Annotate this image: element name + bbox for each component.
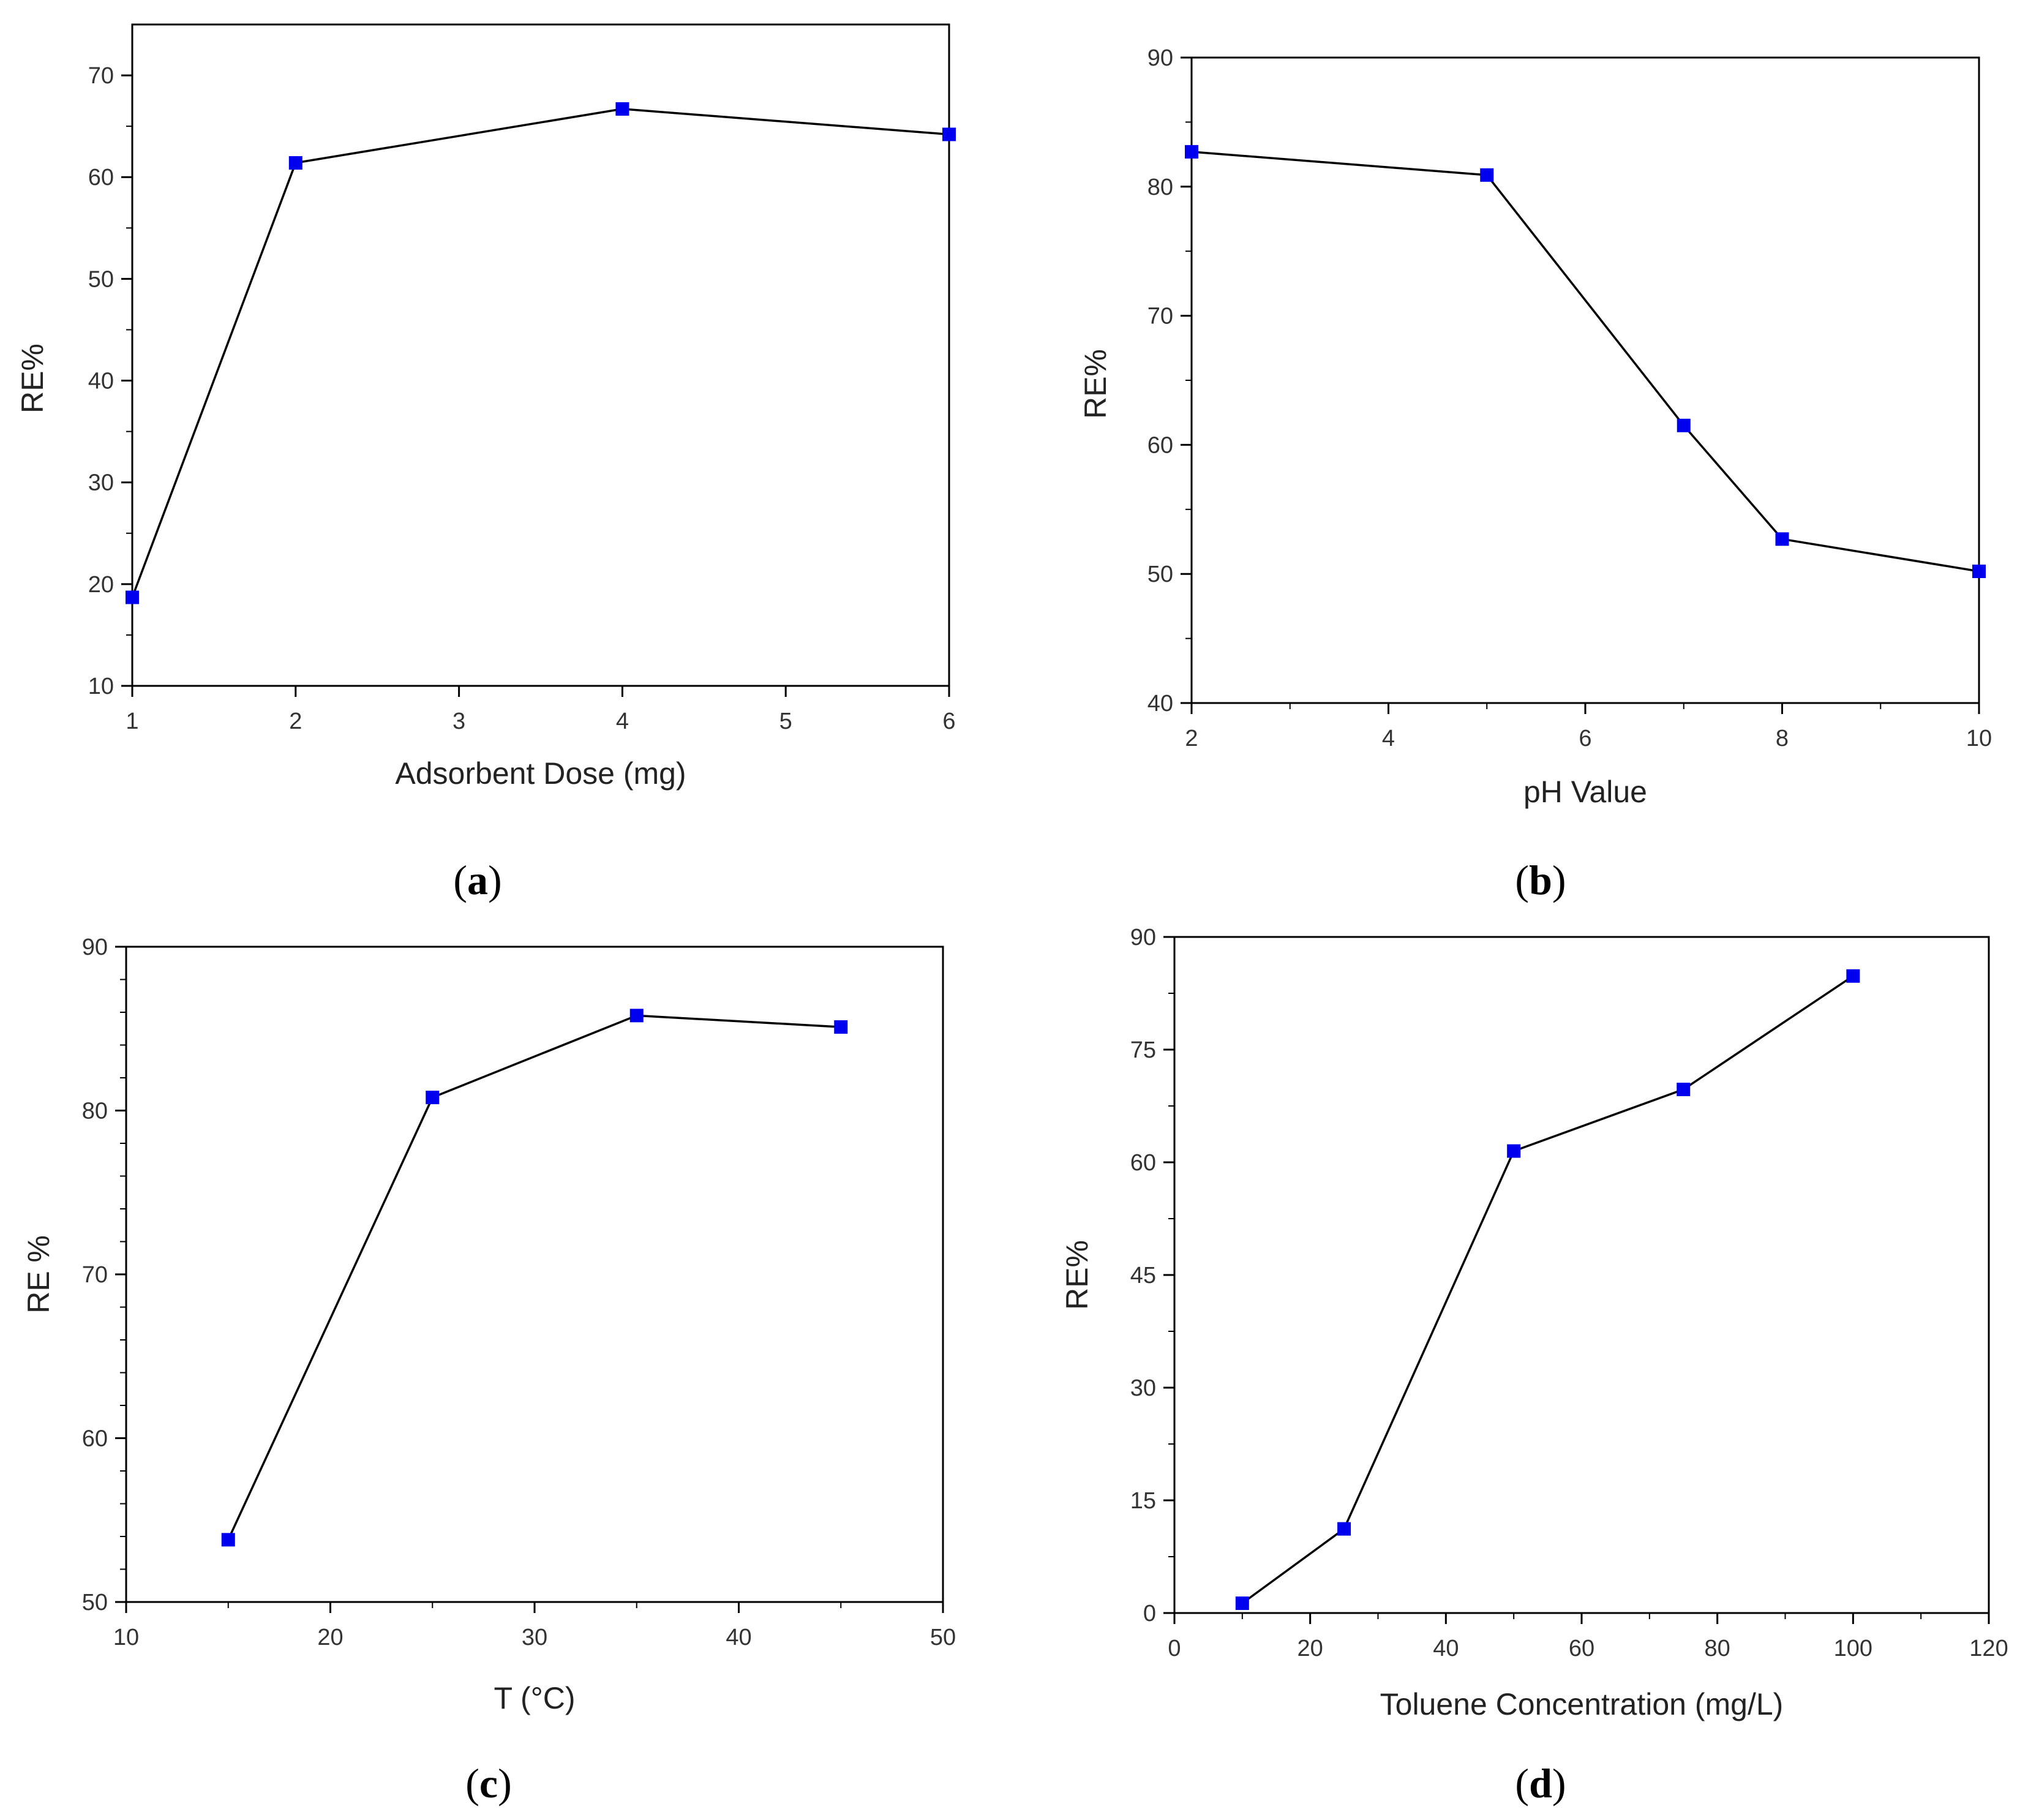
x-tick-label-d: 0 (1168, 1636, 1181, 1661)
y-tick-label-c: 60 (82, 1426, 108, 1452)
y-tick-label-a: 70 (88, 63, 114, 89)
series-line-d (1241, 975, 1854, 1604)
x-tick-label-d: 60 (1569, 1636, 1594, 1661)
data-point-a (126, 590, 139, 604)
series-a (126, 102, 956, 604)
y-tick-label-d: 90 (1130, 925, 1156, 950)
x-tick-label-d: 100 (1834, 1636, 1872, 1661)
y-tick-label-d: 0 (1143, 1601, 1156, 1626)
x-axis-label-a: Adsorbent Dose (mg) (395, 756, 686, 791)
panel-label-c: (c) (465, 1760, 512, 1807)
data-point-b (1677, 418, 1691, 432)
y-tick-label-a: 30 (88, 470, 114, 496)
y-tick-label-b: 90 (1147, 45, 1173, 71)
y-tick-label-d: 30 (1130, 1375, 1156, 1401)
x-axis-label-c: T (°C) (494, 1681, 576, 1715)
x-axis-label-b: pH Value (1523, 775, 1647, 809)
series-c (221, 1009, 848, 1547)
ticks-b: 2 4 6 8 10 40 50 60 70 80 90 (1147, 45, 1992, 751)
panel-d: 0 20 40 60 80 100 120 0 15 30 45 60 75 90 Toluene Con… (1060, 925, 2008, 1807)
panel-a: 1 2 3 4 5 6 10 20 30 40 50 60 70 Adsorbent Dose (mg)… (15, 23, 956, 903)
data-point-d (1337, 1522, 1351, 1536)
x-tick-label-a: 6 (942, 709, 955, 734)
y-tick-label-c: 70 (82, 1262, 108, 1288)
y-tick-label-c: 50 (82, 1590, 108, 1615)
data-point-c (221, 1533, 235, 1547)
data-point-d (1507, 1144, 1521, 1158)
series-b (1185, 145, 1986, 578)
y-tick-label-a: 40 (88, 369, 114, 394)
y-tick-label-b: 50 (1147, 562, 1173, 587)
x-tick-label-d: 20 (1298, 1636, 1323, 1661)
plot-frame-c (125, 946, 944, 1603)
ticks-c: 10 20 30 40 50 50 60 70 80 90 (82, 934, 956, 1650)
y-tick-label-b: 60 (1147, 432, 1173, 458)
y-tick-label-d: 60 (1130, 1150, 1156, 1176)
ticks-d: 0 20 40 60 80 100 120 0 15 30 45 60 75 90 (1130, 925, 2008, 1661)
panel-b: 2 4 6 8 10 40 50 60 70 80 90 pH Value RE% (b) (1078, 45, 1992, 903)
x-tick-label-c: 50 (930, 1625, 956, 1650)
x-tick-label-b: 8 (1776, 726, 1789, 751)
panel-label-a: (a) (453, 857, 501, 903)
y-axis-label-c: RE % (21, 1235, 56, 1314)
panel-c: 10 20 30 40 50 50 60 70 80 90 T (°C) RE % (c) (21, 934, 956, 1807)
y-tick-label-b: 40 (1147, 691, 1173, 716)
y-tick-label-d: 45 (1130, 1263, 1156, 1288)
x-tick-label-b: 4 (1382, 726, 1395, 751)
series-line-b (1191, 151, 1980, 573)
y-tick-label-d: 75 (1130, 1037, 1156, 1063)
x-tick-label-b: 10 (1966, 726, 1992, 751)
x-tick-label-a: 3 (453, 709, 465, 734)
data-point-d (1846, 969, 1860, 983)
plot-frame-a (131, 23, 950, 687)
ticks-a: 1 2 3 4 5 6 10 20 30 40 50 60 70 (88, 63, 956, 734)
x-tick-label-c: 10 (113, 1625, 139, 1650)
data-point-d (1677, 1083, 1691, 1097)
data-point-a (615, 102, 629, 116)
data-point-b (1185, 145, 1198, 159)
x-tick-label-c: 40 (726, 1625, 751, 1650)
y-tick-label-a: 20 (88, 572, 114, 598)
y-tick-label-a: 60 (88, 165, 114, 190)
x-tick-label-b: 6 (1579, 726, 1591, 751)
y-tick-label-d: 15 (1130, 1488, 1156, 1514)
x-tick-label-a: 1 (126, 709, 138, 734)
series-d (1235, 969, 1860, 1611)
y-tick-label-c: 80 (82, 1099, 108, 1124)
series-line-a (131, 108, 950, 598)
x-tick-label-b: 2 (1185, 726, 1198, 751)
series-line-c (227, 1014, 841, 1541)
y-tick-label-a: 10 (88, 674, 114, 699)
y-tick-label-c: 90 (82, 934, 108, 960)
y-axis-label-b: RE% (1078, 349, 1113, 419)
y-tick-label-b: 70 (1147, 304, 1173, 329)
plot-frame-d (1173, 936, 1990, 1614)
x-tick-label-d: 80 (1705, 1636, 1730, 1661)
data-point-b (1775, 532, 1789, 546)
data-point-b (1480, 168, 1494, 182)
x-tick-label-d: 120 (1969, 1636, 2008, 1661)
data-point-a (942, 127, 956, 141)
x-tick-label-a: 4 (616, 709, 629, 734)
x-tick-label-a: 5 (779, 709, 792, 734)
plot-frame-b (1190, 56, 1980, 704)
data-point-c (426, 1091, 440, 1105)
data-point-a (288, 156, 302, 170)
data-point-c (834, 1020, 848, 1034)
data-point-d (1235, 1596, 1249, 1611)
y-tick-label-b: 80 (1147, 175, 1173, 200)
y-tick-label-a: 50 (88, 266, 114, 292)
panel-label-b: (b) (1515, 857, 1566, 903)
x-axis-label-d: Toluene Concentration (mg/L) (1380, 1687, 1784, 1721)
x-tick-label-a: 2 (289, 709, 302, 734)
x-tick-label-c: 30 (522, 1625, 547, 1650)
y-axis-label-a: RE% (15, 344, 50, 413)
y-axis-label-d: RE% (1060, 1240, 1094, 1310)
x-tick-label-c: 20 (317, 1625, 343, 1650)
panel-label-d: (d) (1515, 1760, 1566, 1807)
x-tick-label-d: 40 (1433, 1636, 1459, 1661)
data-point-b (1972, 564, 1986, 578)
data-point-c (629, 1009, 644, 1023)
